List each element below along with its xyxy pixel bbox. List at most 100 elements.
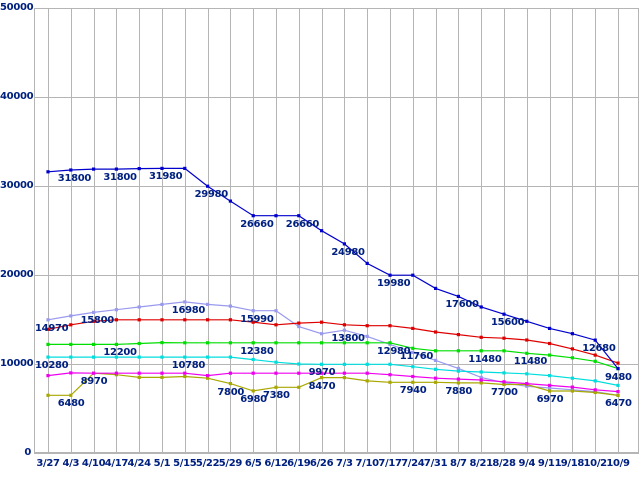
x-axis-tick-label: 8/7 — [450, 458, 467, 469]
data-point-magenta — [479, 378, 483, 382]
data-point-blue — [206, 184, 210, 188]
x-axis-tick-label: 4/24 — [127, 458, 152, 469]
data-point-cyan — [456, 369, 460, 373]
data-point-green — [137, 341, 141, 346]
data-value-label: 11480 — [513, 356, 548, 368]
data-point-blue — [137, 167, 141, 171]
data-point-blue — [274, 214, 278, 218]
data-value-label: 7880 — [445, 385, 473, 397]
data-point-cyan — [69, 355, 73, 359]
data-point-lavender — [297, 325, 301, 329]
data-point-red — [92, 319, 96, 323]
y-axis-tick-label: 10000 — [0, 358, 34, 369]
x-axis-tick-label: 4/17 — [104, 458, 129, 469]
data-point-blue — [593, 338, 597, 342]
data-point-red — [548, 341, 552, 346]
data-point-lavender — [342, 328, 346, 332]
data-point-olive — [479, 381, 483, 385]
x-axis-tick-label: 5/1 — [153, 458, 171, 469]
data-point-lavender — [251, 309, 255, 313]
data-point-cyan — [548, 374, 552, 378]
data-value-label: 6480 — [57, 398, 85, 410]
data-point-magenta — [456, 377, 460, 381]
data-point-olive — [502, 382, 506, 387]
data-point-blue — [525, 319, 529, 323]
data-point-lavender — [183, 300, 187, 304]
data-point-lavender — [114, 308, 118, 312]
x-axis-tick-label: 7/24 — [401, 458, 425, 469]
data-point-green — [160, 341, 164, 345]
y-axis-tick-label: 20000 — [0, 269, 34, 280]
data-point-olive — [274, 385, 278, 389]
data-point-olive — [616, 393, 620, 397]
data-point-red — [114, 318, 118, 322]
data-point-green — [479, 349, 483, 353]
data-point-magenta — [46, 374, 50, 378]
data-value-label: 10280 — [35, 360, 69, 372]
data-point-magenta — [388, 373, 392, 377]
data-point-blue — [456, 294, 460, 298]
data-point-cyan — [320, 362, 324, 366]
data-point-olive — [388, 380, 392, 384]
data-point-red — [320, 320, 324, 324]
data-value-label: 24980 — [331, 246, 365, 258]
data-point-olive — [183, 374, 187, 379]
data-point-lavender — [320, 332, 324, 336]
y-axis-tick-label: 50000 — [0, 2, 34, 13]
data-point-magenta — [160, 371, 164, 375]
data-value-label: 7940 — [399, 385, 427, 397]
data-value-label: 12200 — [103, 347, 137, 359]
data-value-label: 9970 — [308, 367, 336, 379]
data-value-label: 7700 — [491, 387, 518, 399]
data-point-green — [456, 349, 460, 353]
data-point-magenta — [434, 376, 438, 380]
data-point-magenta — [525, 382, 529, 386]
x-axis-tick-label: 8/21 — [469, 458, 494, 469]
data-point-cyan — [593, 379, 597, 383]
data-point-red — [411, 326, 415, 330]
x-axis-tick-label: 7/31 — [423, 458, 448, 469]
data-value-label: 29980 — [194, 189, 229, 201]
data-point-blue — [251, 214, 255, 218]
data-point-cyan — [274, 360, 278, 364]
series-line-lavender — [47, 301, 619, 396]
data-point-blue — [365, 261, 369, 265]
data-point-green — [502, 349, 506, 353]
data-point-blue — [46, 170, 50, 174]
data-point-red — [479, 335, 483, 339]
data-point-blue — [342, 242, 346, 246]
data-point-magenta — [411, 374, 415, 379]
data-point-red — [456, 333, 460, 337]
data-point-lavender — [137, 305, 141, 309]
data-value-label: 31980 — [149, 171, 183, 183]
data-point-magenta — [274, 371, 278, 375]
data-value-label: 31800 — [103, 172, 137, 184]
data-value-label: 6970 — [536, 393, 564, 405]
series-line-blue — [47, 167, 619, 369]
data-point-lavender — [274, 309, 278, 313]
data-point-blue — [411, 273, 415, 277]
data-point-olive — [46, 393, 50, 397]
data-point-olive — [251, 389, 255, 393]
data-point-magenta — [570, 385, 574, 389]
data-value-label: 26660 — [285, 218, 320, 230]
data-value-label: 14970 — [35, 322, 69, 334]
data-point-olive — [593, 390, 597, 395]
data-point-blue — [114, 167, 118, 171]
data-point-green — [570, 356, 574, 360]
data-point-green — [548, 353, 552, 357]
x-axis-tick-label: 3/27 — [36, 458, 60, 469]
x-axis-tick-label: 10/9 — [606, 458, 630, 469]
data-value-label: 9480 — [605, 371, 632, 383]
data-point-olive — [570, 389, 574, 393]
x-axis-tick-label: 4/10 — [81, 458, 106, 469]
data-point-blue — [502, 312, 506, 316]
series-line-red — [47, 319, 619, 364]
data-point-green — [206, 341, 210, 345]
data-point-olive — [320, 376, 324, 380]
x-axis-tick-label: 10/2 — [583, 458, 608, 469]
data-point-magenta — [297, 371, 301, 375]
data-point-cyan — [616, 383, 620, 387]
data-point-cyan — [365, 362, 369, 366]
data-point-blue — [69, 168, 73, 172]
